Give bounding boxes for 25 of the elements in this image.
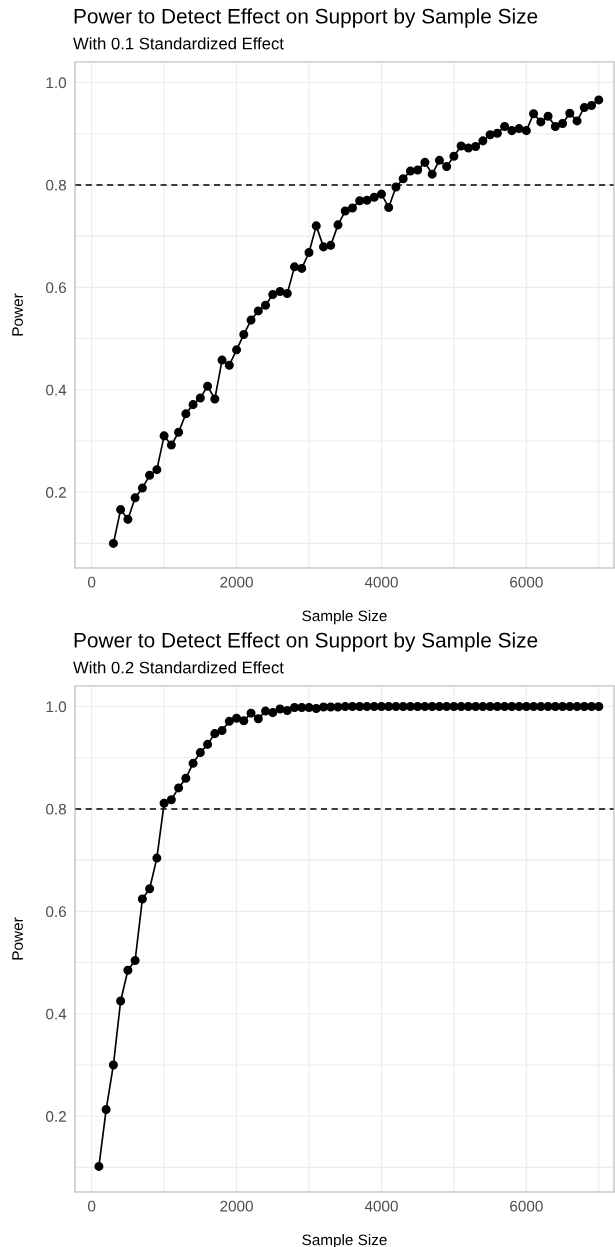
x-tick-label: 4000 xyxy=(364,1200,398,1212)
y-tick-label: 0.4 xyxy=(46,1008,67,1020)
x-tick-label: 6000 xyxy=(510,1200,543,1212)
y-axis-title: Power xyxy=(12,293,23,336)
x-tick-label: 0 xyxy=(88,576,96,588)
x-tick-label: 2000 xyxy=(220,1200,253,1212)
y-tick-label: 0.2 xyxy=(46,1111,66,1122)
x-axis-title: Sample Size xyxy=(302,610,387,625)
x-tick-label: 0 xyxy=(88,1200,96,1212)
x-tick-label: 4000 xyxy=(364,576,398,588)
x-tick-label: 6000 xyxy=(510,576,543,588)
chart-subtitle: With 0.1 Standardized Effect xyxy=(73,37,284,50)
chart-title: Power to Detect Effect on Support by Sample Size xyxy=(74,8,538,28)
y-tick-label: 1.0 xyxy=(46,77,67,89)
y-tick-label: 0.8 xyxy=(46,179,66,191)
y-tick-label: 1.0 xyxy=(46,701,67,713)
y-tick-label: 0.6 xyxy=(46,906,66,918)
y-tick-label: 0.8 xyxy=(46,803,66,815)
chart-title: Power to Detect Effect on Support by Sample Size xyxy=(74,632,538,652)
y-axis-title: Power xyxy=(12,917,23,960)
y-tick-label: 0.6 xyxy=(46,282,66,294)
chart-subtitle: With 0.2 Standardized Effect xyxy=(73,661,284,674)
y-tick-label: 0.4 xyxy=(46,384,67,396)
y-tick-label: 0.2 xyxy=(46,487,66,498)
x-tick-label: 2000 xyxy=(220,576,253,588)
